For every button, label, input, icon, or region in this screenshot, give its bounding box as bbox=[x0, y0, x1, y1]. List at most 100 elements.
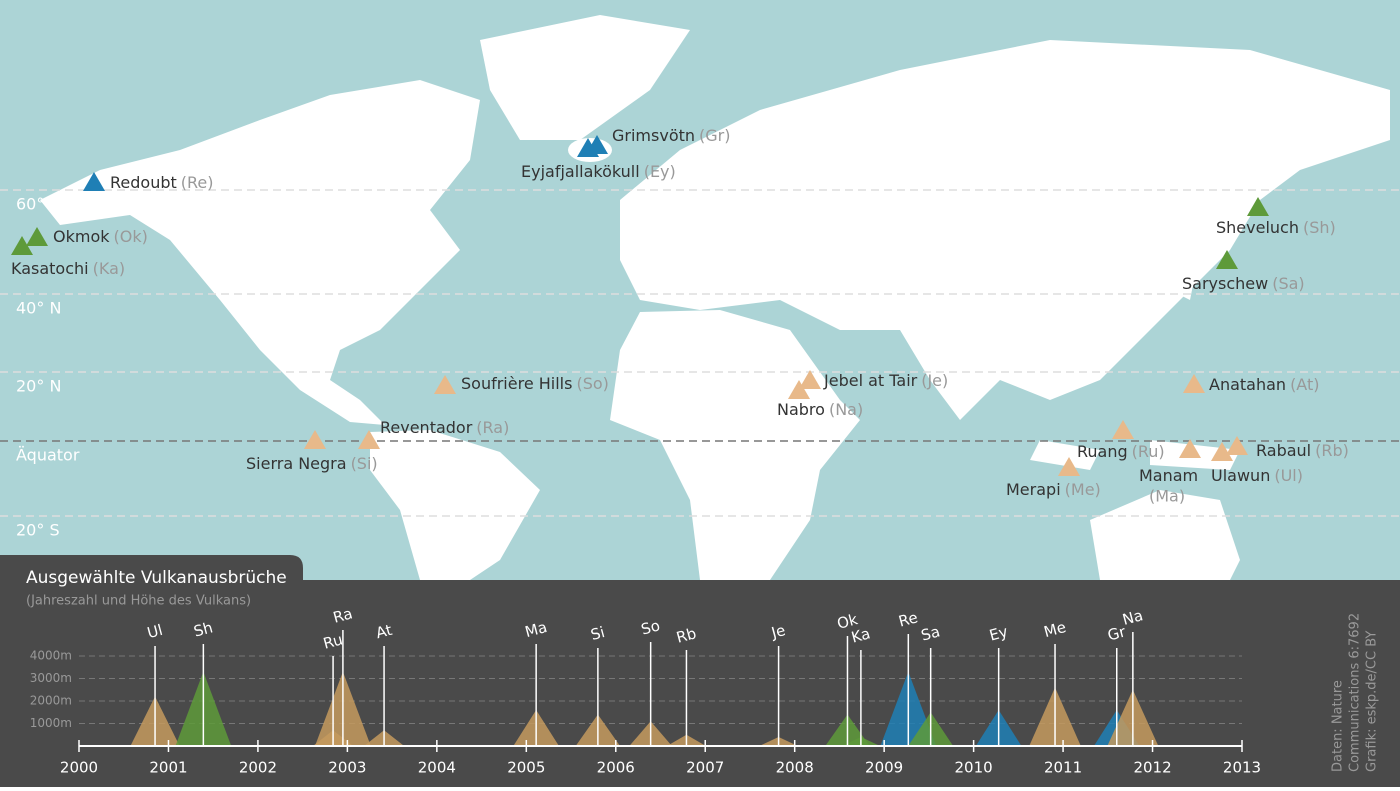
volcano-label: Manam bbox=[1139, 466, 1198, 485]
volcano-marker bbox=[799, 370, 821, 389]
volcano-name: Merapi bbox=[1006, 480, 1061, 499]
volcano-label: Eyjafjallakökull (Ey) bbox=[521, 162, 676, 181]
chart-panel bbox=[0, 555, 1400, 787]
volcano-label: Soufrière Hills (So) bbox=[461, 374, 609, 393]
eruption-label: Na bbox=[1121, 606, 1145, 629]
eruption-label: Ul bbox=[145, 621, 164, 642]
volcano-name: Anatahan bbox=[1209, 375, 1286, 394]
volcano-abbr: (Me) bbox=[1065, 480, 1101, 499]
x-tick-label: 2005 bbox=[507, 759, 545, 777]
volcano-abbr: (Je) bbox=[921, 371, 948, 390]
volcano-name: Nabro bbox=[777, 400, 825, 419]
volcano-label: Kasatochi (Ka) bbox=[11, 259, 125, 278]
source-line: Daten: Nature bbox=[1331, 680, 1346, 772]
volcano-name: Kasatochi bbox=[11, 259, 89, 278]
y-tick-label: 4000m bbox=[30, 649, 72, 663]
x-tick-label: 2009 bbox=[865, 759, 903, 777]
africa bbox=[610, 310, 860, 580]
volcano-name: Eyjafjallakökull bbox=[521, 162, 640, 181]
eruption-label: Rb bbox=[674, 624, 698, 647]
eruption-label: So bbox=[639, 616, 662, 638]
chart-title: Ausgewählte Vulkanausbrüche bbox=[26, 568, 287, 588]
volcano-abbr: (At) bbox=[1290, 375, 1319, 394]
south-america bbox=[370, 430, 540, 580]
volcano-name: Ruang bbox=[1077, 442, 1128, 461]
eruption-label: Ra bbox=[331, 604, 354, 626]
volcano-name: Saryschew bbox=[1182, 274, 1268, 293]
volcano-marker bbox=[577, 138, 599, 157]
x-tick-label: 2010 bbox=[955, 759, 993, 777]
volcano-marker bbox=[304, 430, 326, 449]
x-tick-label: 2001 bbox=[149, 759, 187, 777]
x-tick-label: 2000 bbox=[60, 759, 98, 777]
latitude-label: 20° N bbox=[16, 377, 61, 396]
volcano-marker bbox=[1216, 250, 1238, 269]
eruption-label: Sa bbox=[919, 622, 942, 644]
volcano-marker bbox=[26, 227, 48, 246]
source-line: Grafik: eskp.de/CC BY bbox=[1365, 631, 1380, 772]
volcano-label: Nabro (Na) bbox=[777, 400, 863, 419]
volcano-abbr: (Ul) bbox=[1274, 466, 1303, 485]
volcano-marker bbox=[1211, 442, 1233, 461]
chart-subtitle: (Jahreszahl und Höhe des Vulkans) bbox=[26, 594, 251, 609]
y-tick-label: 3000m bbox=[30, 671, 72, 685]
x-tick-label: 2011 bbox=[1044, 759, 1082, 777]
volcano-marker bbox=[1226, 436, 1248, 455]
volcano-marker bbox=[11, 236, 33, 255]
greenland bbox=[480, 15, 690, 140]
eruption-label: Je bbox=[769, 621, 788, 642]
latitude-label: 60° N bbox=[16, 195, 61, 214]
volcano-marker bbox=[1183, 374, 1205, 393]
x-tick-label: 2013 bbox=[1223, 759, 1261, 777]
eruption-label: Ok bbox=[835, 610, 860, 633]
x-tick-label: 2012 bbox=[1133, 759, 1171, 777]
volcano-label: Grimsvötn (Gr) bbox=[612, 126, 730, 145]
volcano-name: Ulawun bbox=[1211, 466, 1270, 485]
volcano-name: Reventador bbox=[380, 418, 473, 437]
volcano-name: Okmok bbox=[53, 227, 110, 246]
volcano-label: Jebel at Tair (Je) bbox=[823, 371, 948, 390]
volcano-abbr: (Gr) bbox=[699, 126, 730, 145]
x-tick-label: 2003 bbox=[328, 759, 366, 777]
volcano-marker bbox=[788, 380, 810, 399]
volcano-label: Okmok (Ok) bbox=[53, 227, 148, 246]
volcano-label: Sierra Negra (Si) bbox=[246, 454, 378, 473]
volcano-abbr: (So) bbox=[576, 374, 608, 393]
eruption-label: At bbox=[374, 621, 394, 643]
volcano-label: Reventador (Ra) bbox=[380, 418, 509, 437]
latitude-label: 20° S bbox=[16, 521, 60, 540]
volcano-name: Redoubt bbox=[110, 173, 177, 192]
north-america bbox=[40, 80, 480, 425]
y-tick-label: 2000m bbox=[30, 694, 72, 708]
volcano-abbr: (Na) bbox=[829, 400, 863, 419]
volcano-marker bbox=[1112, 420, 1134, 439]
volcano-label: Saryschew (Sa) bbox=[1182, 274, 1305, 293]
volcano-abbr: (Ka) bbox=[93, 259, 126, 278]
volcano-abbr: (Ok) bbox=[114, 227, 148, 246]
japan bbox=[1170, 230, 1200, 300]
eruption-label: Sh bbox=[192, 618, 215, 640]
x-tick-label: 2002 bbox=[239, 759, 277, 777]
eruption-label: Ma bbox=[523, 618, 549, 641]
eruption-label: Re bbox=[897, 608, 920, 630]
volcano-abbr: (Sa) bbox=[1272, 274, 1304, 293]
x-tick-label: 2007 bbox=[686, 759, 724, 777]
volcano-name: Jebel at Tair bbox=[823, 371, 918, 390]
x-tick-label: 2004 bbox=[418, 759, 456, 777]
volcano-name: Grimsvötn bbox=[612, 126, 695, 145]
eruption-label: Ka bbox=[849, 624, 872, 646]
volcano-name: Manam bbox=[1139, 466, 1198, 485]
volcano-marker bbox=[83, 172, 105, 191]
volcano-label: Ulawun (Ul) bbox=[1211, 466, 1303, 485]
volcano-abbr: (Re) bbox=[181, 173, 214, 192]
volcano-name: Sheveluch bbox=[1216, 218, 1299, 237]
volcano-abbr: (Ey) bbox=[644, 162, 676, 181]
volcano-abbr: (Ma) bbox=[1149, 487, 1185, 506]
eruption-label: Gr bbox=[1106, 622, 1129, 644]
volcano-marker bbox=[358, 430, 380, 449]
y-tick-label: 1000m bbox=[30, 716, 72, 730]
volcano-name: Sierra Negra bbox=[246, 454, 347, 473]
volcano-abbr: (Sh) bbox=[1303, 218, 1336, 237]
eruption-label: Ru bbox=[321, 630, 344, 652]
